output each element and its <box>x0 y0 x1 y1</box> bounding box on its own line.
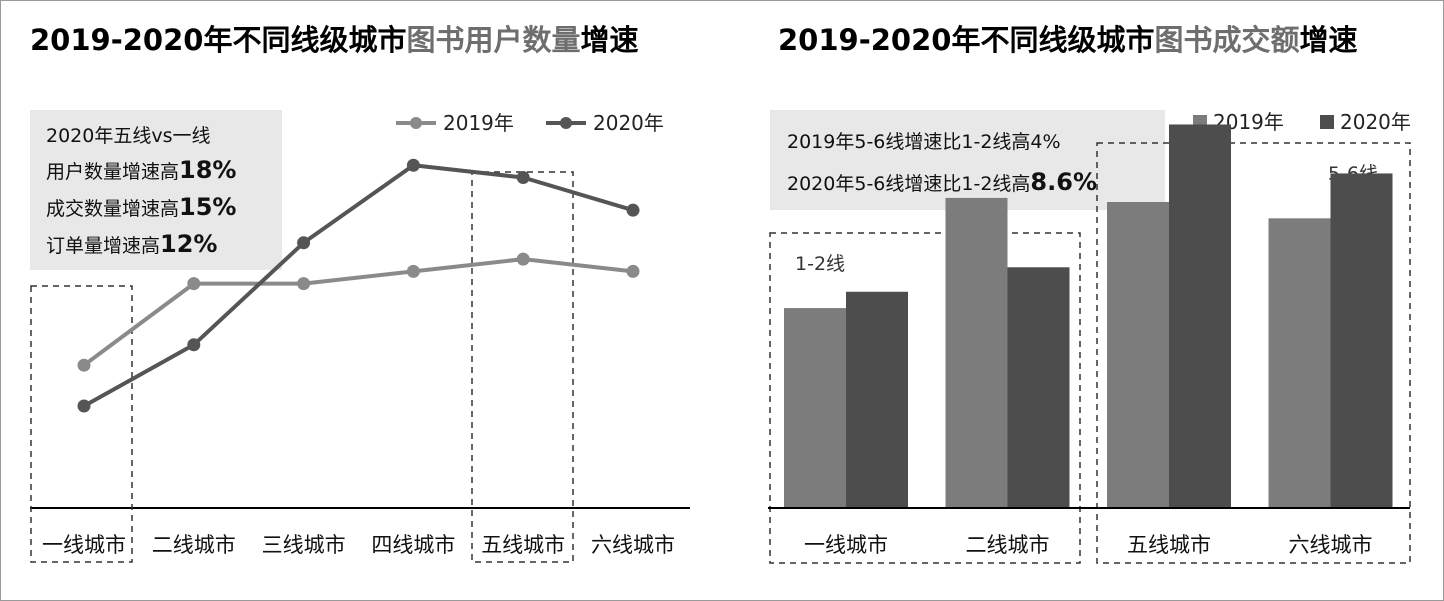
right-bar-1-0 <box>846 291 908 508</box>
left-highlight-box-tier5 <box>471 171 574 563</box>
right-bar-1-1 <box>1007 267 1070 508</box>
left-tick-layer: 一线城市 二线城市 三线城市 四线城市 五线城市 六线城市 <box>42 533 675 557</box>
left-series-line-0 <box>82 257 634 367</box>
right-annotation-line2: 2020年5-6线增速比1-2线高8.6% <box>787 168 1097 196</box>
right-bar-0-1 <box>945 197 1008 509</box>
left-x-tick-label-5: 六线城市 <box>591 533 675 557</box>
right-title-highlight: 图书成交额 <box>1154 23 1299 57</box>
left-series-0-point-2 <box>297 277 311 291</box>
left-annotation-line3-value: 15% <box>179 193 236 221</box>
right-legend-label-2020: 2020年 <box>1340 110 1411 134</box>
right-annotation-line2-value: 8.6% <box>1030 168 1097 196</box>
left-series-1-point-0 <box>77 399 91 413</box>
left-chart-title: 2019-2020年不同线级城市图书用户数量增速 <box>30 23 639 57</box>
left-legend: 2019年 2020年 <box>396 111 664 135</box>
left-chart: 2019-2020年不同线级城市图书用户数量增速 2020年五线vs一线 用户数… <box>30 23 690 563</box>
right-bar-layer <box>784 124 1393 509</box>
left-series-1-point-3 <box>406 158 420 172</box>
left-legend-marker-2020 <box>560 117 572 129</box>
right-annotation-line1: 2019年5-6线增速比1-2线高4% <box>787 131 1061 153</box>
left-x-tick-label-2: 三线城市 <box>262 533 346 557</box>
left-series-1-point-5 <box>626 203 640 217</box>
right-group-box-tier12 <box>769 232 1081 564</box>
left-annotation-line2-prefix: 用户数量增速高 <box>46 161 179 183</box>
left-legend-marker-2019 <box>410 117 422 129</box>
left-x-tick-label-3: 四线城市 <box>371 533 455 557</box>
right-x-tick-label-1: 二线城市 <box>966 533 1050 557</box>
right-title-suffix: 增速 <box>1299 23 1357 57</box>
right-x-tick-label-2: 五线城市 <box>1127 533 1211 557</box>
left-annotation-line4-prefix: 订单量增速高 <box>46 235 160 257</box>
right-chart: 2019-2020年不同线级城市图书成交额增速 2019年5-6线增速比1-2线… <box>768 23 1411 564</box>
left-series-1-point-1 <box>187 338 201 352</box>
left-annotation-line2: 用户数量增速高18% <box>46 156 236 184</box>
left-x-tick-label-1: 二线城市 <box>152 533 236 557</box>
right-group-box-tier56 <box>1096 142 1411 564</box>
left-annotation-line4: 订单量增速高12% <box>46 230 217 258</box>
left-series-line-1 <box>83 163 634 408</box>
left-series-0-point-5 <box>626 264 640 278</box>
right-bar-0-0 <box>784 308 846 508</box>
left-x-tick-label-0: 一线城市 <box>42 533 126 557</box>
right-annotation-box <box>770 110 1165 210</box>
left-series-layer <box>77 158 640 413</box>
left-title-highlight: 图书用户数量 <box>406 23 580 57</box>
right-x-tick-label-3: 六线城市 <box>1289 533 1373 557</box>
right-x-tick-label-0: 一线城市 <box>804 533 888 557</box>
left-legend-label-2020: 2020年 <box>593 111 664 135</box>
left-annotation-line4-value: 12% <box>160 230 217 258</box>
left-title-prefix: 2019-2020年不同线级城市 <box>30 23 406 57</box>
left-series-1-point-2 <box>297 236 311 250</box>
left-title-suffix: 增速 <box>580 23 638 57</box>
left-series-0-point-4 <box>516 252 530 266</box>
right-annotation-line2-prefix: 2020年5-6线增速比1-2线高 <box>787 173 1030 195</box>
right-tick-layer: 一线城市 二线城市 五线城市 六线城市 <box>804 533 1373 557</box>
left-highlight-box-tier1 <box>30 285 133 563</box>
right-bar-0-2 <box>1107 202 1169 508</box>
right-bar-1-3 <box>1330 173 1393 508</box>
left-series-1-point-4 <box>516 171 530 185</box>
right-legend-swatch-2020 <box>1320 115 1334 129</box>
left-legend-label-2019: 2019年 <box>443 111 514 135</box>
left-x-tick-label-4: 五线城市 <box>481 533 565 557</box>
left-annotation-line1: 2020年五线vs一线 <box>46 125 211 147</box>
left-series-0-point-1 <box>187 277 201 291</box>
right-chart-title: 2019-2020年不同线级城市图书成交额增速 <box>778 23 1358 57</box>
left-annotation-line3: 成交数量增速高15% <box>46 193 236 221</box>
right-bar-1-2 <box>1169 124 1231 508</box>
right-group-label-tier12: 1-2线 <box>795 253 845 275</box>
left-annotation-box <box>30 110 282 270</box>
left-series-0-point-0 <box>77 358 91 372</box>
left-annotation-line3-prefix: 成交数量增速高 <box>46 198 179 220</box>
left-annotation-line2-value: 18% <box>179 156 236 184</box>
right-title-prefix: 2019-2020年不同线级城市 <box>778 23 1154 57</box>
right-bar-0-3 <box>1268 218 1331 508</box>
left-series-0-point-3 <box>406 264 420 278</box>
